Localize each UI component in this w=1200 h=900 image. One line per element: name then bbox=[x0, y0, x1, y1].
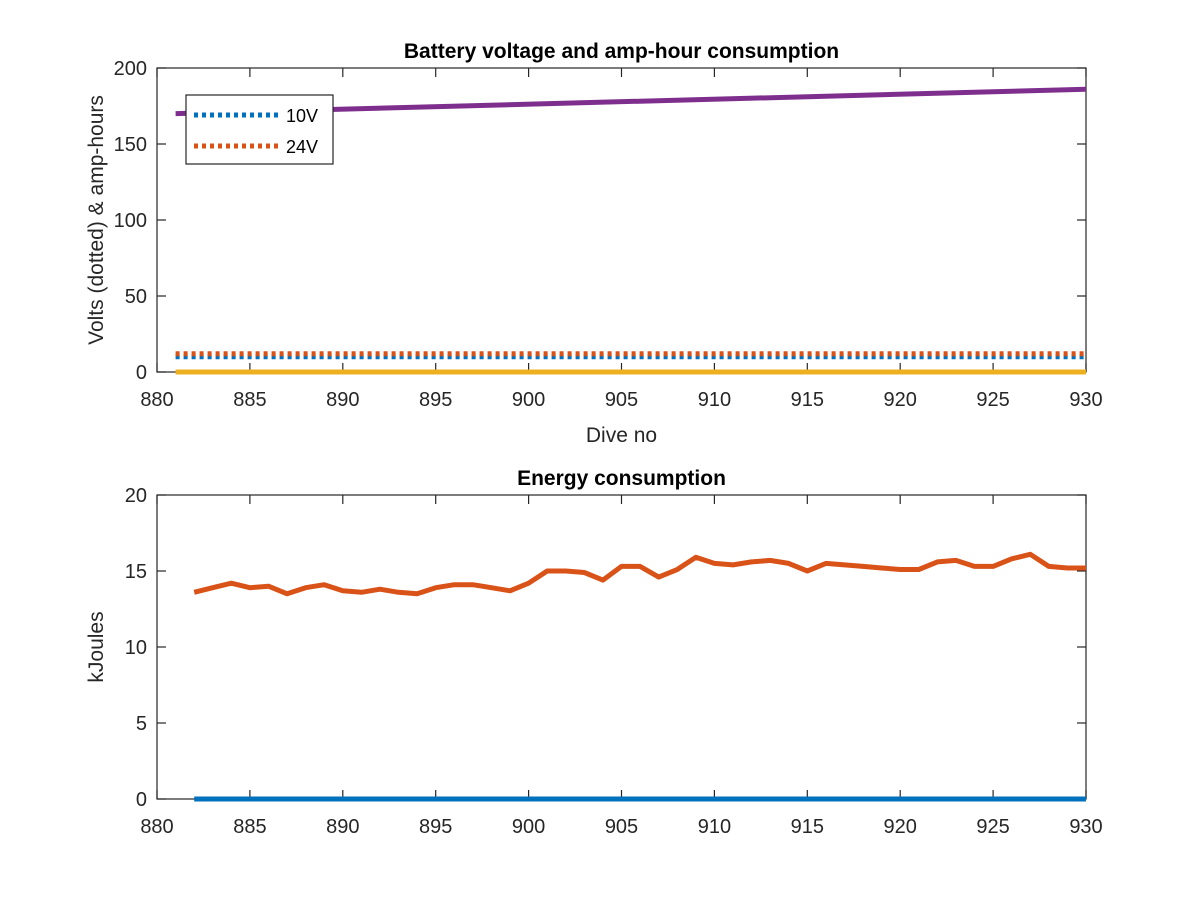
x-tick-label: 920 bbox=[884, 816, 917, 838]
legend-label-24v: 24V bbox=[286, 137, 318, 157]
x-tick-label: 930 bbox=[1069, 389, 1102, 411]
y-tick-label: 15 bbox=[125, 561, 147, 583]
x-tick-label: 910 bbox=[698, 816, 731, 838]
x-tick-label: 880 bbox=[140, 389, 173, 411]
y-tick-label: 200 bbox=[114, 58, 147, 80]
x-tick-label: 930 bbox=[1069, 816, 1102, 838]
x-tick-label: 915 bbox=[791, 389, 824, 411]
y-axis-label: Volts (dotted) & amp-hours bbox=[85, 95, 108, 345]
series-line-0 bbox=[193, 551, 1086, 597]
y-tick-label: 20 bbox=[125, 485, 147, 507]
top-plot: 880 885 890 895 900 905 910 915 920 925 930 0 50 100 1… bbox=[85, 40, 1103, 447]
x-tick-label: 905 bbox=[605, 389, 638, 411]
chart-title: Battery voltage and amp-hour consumption bbox=[404, 40, 839, 63]
x-tick-label: 890 bbox=[326, 816, 359, 838]
x-tick-label: 880 bbox=[140, 816, 173, 838]
chart-title: Energy consumption bbox=[517, 467, 726, 490]
x-tick-label: 925 bbox=[976, 816, 1009, 838]
y-tick-label: 150 bbox=[114, 134, 147, 156]
x-tick-label: 885 bbox=[233, 389, 266, 411]
x-tick-label: 895 bbox=[419, 816, 452, 838]
x-tick-label: 925 bbox=[976, 389, 1009, 411]
x-tick-label: 900 bbox=[512, 389, 545, 411]
x-axis-label: Dive no bbox=[586, 424, 657, 447]
x-tick-label: 915 bbox=[791, 816, 824, 838]
x-tick-label: 910 bbox=[698, 389, 731, 411]
x-tick-label: 885 bbox=[233, 816, 266, 838]
legend-box bbox=[185, 94, 334, 165]
y-tick-label: 0 bbox=[136, 362, 147, 384]
bottom-plot: 880 885 890 895 900 905 910 915 920 925 930 0 5 10 15 2… bbox=[85, 467, 1103, 838]
x-tick-label: 905 bbox=[605, 816, 638, 838]
y-axis-label: kJoules bbox=[85, 611, 108, 682]
plot-frame bbox=[156, 494, 1087, 800]
x-tick-label: 890 bbox=[326, 389, 359, 411]
legend-label-10v: 10V bbox=[286, 106, 318, 126]
y-tick-label: 100 bbox=[114, 210, 147, 232]
x-tick-label: 920 bbox=[884, 389, 917, 411]
y-tick-label: 0 bbox=[136, 789, 147, 811]
y-tick-label: 10 bbox=[125, 637, 147, 659]
y-tick-label: 5 bbox=[136, 713, 147, 735]
x-tick-label: 895 bbox=[419, 389, 452, 411]
x-tick-label: 900 bbox=[512, 816, 545, 838]
y-tick-label: 50 bbox=[125, 286, 147, 308]
